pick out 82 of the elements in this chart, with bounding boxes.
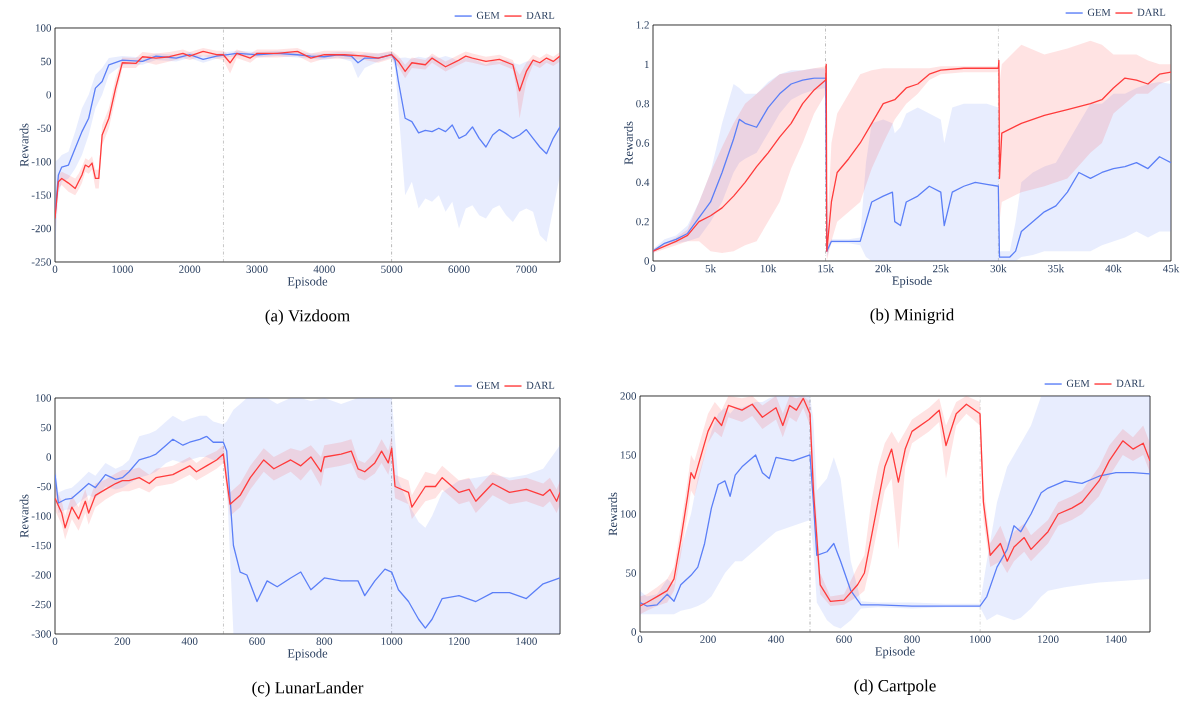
- x-tick-label: 200: [700, 635, 716, 643]
- x-tick-label: 7000: [516, 265, 537, 273]
- y-tick-label: -50: [37, 124, 52, 132]
- y-tick-label: 100: [35, 394, 52, 402]
- y-axis-title: Rewards: [19, 123, 29, 167]
- x-tick-label: 3000: [246, 265, 268, 273]
- x-axis-title: Episode: [892, 276, 932, 288]
- text: (c) LunarLander: [252, 681, 364, 697]
- x-tick-label: 0: [650, 264, 656, 272]
- y-tick-label: -100: [31, 158, 52, 166]
- y-tick-label: -150: [31, 191, 52, 199]
- y-tick-label: 150: [620, 451, 637, 459]
- y-tick-label: -300: [31, 630, 52, 638]
- x-tick-label: 600: [249, 637, 265, 645]
- y-tick-label: 50: [41, 423, 52, 432]
- text: (b) Minigrid: [870, 308, 955, 324]
- legend-label: DARL: [1137, 8, 1166, 16]
- x-tick-label: 4000: [313, 265, 335, 273]
- y-tick-label: 0.2: [636, 217, 649, 226]
- legend-label: GEM: [476, 11, 500, 19]
- y-tick-label: 100: [35, 24, 52, 32]
- legend-label: DARL: [1116, 379, 1145, 387]
- x-tick-label: 400: [767, 635, 784, 643]
- y-axis-title: Rewards: [19, 494, 29, 538]
- x-tick-label: 5000: [381, 265, 403, 273]
- y-tick-label: -50: [37, 482, 52, 491]
- x-tick-label: 1200: [448, 637, 470, 645]
- x-axis-title: Episode: [875, 646, 915, 659]
- x-axis-title: Episode: [287, 276, 328, 289]
- x-axis-title: Episode: [287, 648, 328, 661]
- x-tick-label: 0: [52, 637, 58, 645]
- x-tick-label: 40k: [1105, 264, 1122, 273]
- y-tick-label: 100: [620, 510, 637, 518]
- legend-label: GEM: [476, 381, 500, 389]
- legend-label: GEM: [1066, 379, 1090, 387]
- y-tick-label: -250: [31, 600, 52, 609]
- y-tick-label: -150: [31, 541, 52, 550]
- y-tick-label: -250: [31, 258, 52, 266]
- y-tick-label: 0.4: [636, 178, 650, 187]
- x-tick-label: 20k: [875, 264, 892, 273]
- x-tick-label: 35k: [1048, 264, 1065, 273]
- text: (d) Cartpole: [854, 679, 936, 695]
- y-tick-label: -200: [31, 224, 52, 233]
- x-tick-label: 30k: [990, 264, 1007, 273]
- x-tick-label: 0: [52, 265, 58, 273]
- x-tick-label: 5k: [705, 264, 717, 273]
- y-tick-label: 0: [644, 257, 650, 265]
- x-tick-label: 10k: [760, 264, 777, 273]
- y-tick-label: 1.2: [636, 21, 649, 29]
- x-tick-label: 2000: [179, 265, 201, 273]
- y-tick-label: 0: [46, 453, 52, 461]
- text: (a) Vizdoom: [265, 309, 350, 325]
- x-tick-label: 1200: [1037, 635, 1059, 643]
- y-tick-label: -200: [31, 571, 52, 579]
- y-tick-label: 200: [620, 392, 637, 400]
- y-tick-label: 1: [644, 60, 649, 68]
- y-tick-label: 0.8: [636, 99, 650, 108]
- legend-label: DARL: [526, 381, 555, 389]
- x-tick-label: 1000: [112, 265, 133, 273]
- x-tick-label: 25k: [933, 264, 950, 273]
- y-tick-label: 0: [46, 91, 52, 99]
- x-tick-label: 800: [316, 637, 333, 645]
- x-tick-label: 1000: [969, 635, 991, 643]
- x-tick-label: 600: [836, 635, 852, 643]
- x-tick-label: 800: [904, 635, 920, 643]
- y-tick-label: 50: [41, 57, 52, 66]
- y-tick-label: 50: [626, 569, 637, 577]
- y-tick-label: 0: [631, 628, 637, 636]
- x-tick-label: 1400: [1105, 635, 1127, 643]
- x-tick-label: 200: [114, 637, 131, 645]
- y-axis-title: Rewards: [624, 121, 633, 165]
- x-tick-label: 1000: [381, 637, 403, 645]
- y-axis-title: Rewards: [608, 492, 618, 536]
- legend-label: GEM: [1087, 8, 1111, 16]
- y-tick-label: -100: [31, 512, 52, 520]
- x-tick-label: 15k: [818, 264, 834, 273]
- x-tick-label: 1400: [516, 637, 537, 645]
- x-tick-label: 6000: [448, 265, 470, 273]
- legend-label: DARL: [526, 11, 555, 19]
- x-tick-label: 45k: [1162, 264, 1180, 273]
- x-tick-label: 400: [181, 637, 198, 645]
- y-tick-label: 0.6: [636, 139, 650, 147]
